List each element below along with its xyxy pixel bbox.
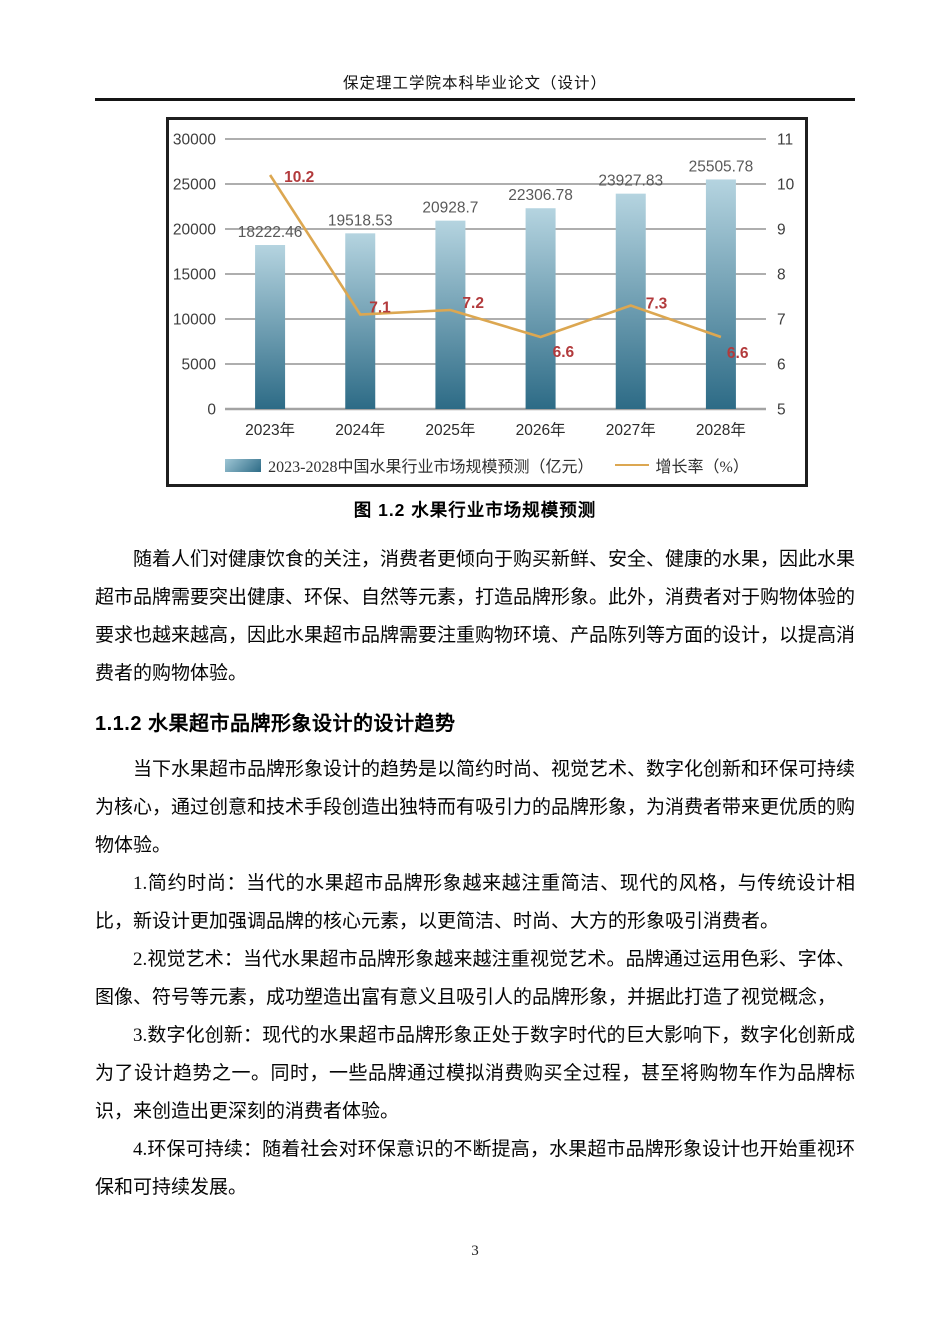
- legend-line-swatch: [614, 464, 649, 466]
- bar-value-label: 23927.83: [598, 173, 663, 190]
- bar-2028年: [705, 179, 736, 409]
- growth-value-label: 7.1: [369, 300, 391, 317]
- bar-2025年: [435, 220, 466, 409]
- bar-value-label: 18222.46: [238, 224, 303, 241]
- right-axis-tick: 6: [777, 357, 786, 374]
- growth-value-label: 7.3: [646, 296, 668, 313]
- body-text: 随着人们对健康饮食的关注，消费者更倾向于购买新鲜、安全、健康的水果，因此水果超市…: [95, 531, 855, 1207]
- body-paragraph-item-2: 2.视觉艺术：当代水果超市品牌形象越来越注重视觉艺术。品牌通过运用色彩、字体、图…: [95, 949, 855, 1008]
- x-axis-label: 2028年: [696, 421, 746, 439]
- right-axis-tick: 9: [777, 222, 786, 239]
- document-header-title: 保定理工学院本科毕业论文（设计）: [342, 75, 607, 92]
- page-number: 3: [471, 1243, 479, 1259]
- section-heading-1-1-2: 1.1.2 水果超市品牌形象设计的设计趋势: [95, 713, 456, 735]
- growth-value-label: 10.2: [284, 169, 314, 186]
- body-paragraph-item-3: 3.数字化创新：现代的水果超市品牌形象正处于数字时代的巨大影响下，数字化创新成为…: [95, 1025, 855, 1122]
- body-paragraph-item-1: 1.简约时尚：当代的水果超市品牌形象越来越注重简洁、现代的风格，与传统设计相比，…: [95, 873, 855, 932]
- bar-value-label: 25505.78: [689, 158, 754, 175]
- right-axis-tick: 11: [777, 132, 793, 149]
- bar-2024年: [345, 233, 376, 409]
- body-paragraph-intro: 随着人们对健康饮食的关注，消费者更倾向于购买新鲜、安全、健康的水果，因此水果超市…: [95, 549, 856, 684]
- bar-value-label: 19518.53: [328, 212, 393, 229]
- left-axis-tick: 15000: [173, 267, 216, 284]
- growth-value-label: 6.6: [727, 345, 749, 362]
- x-axis-label: 2026年: [516, 421, 566, 439]
- bar-2027年: [615, 193, 646, 409]
- x-axis-label: 2024年: [335, 421, 385, 439]
- x-axis-label: 2027年: [606, 421, 656, 439]
- legend-bar-label: 2023-2028中国水果行业市场规模预测（亿元）: [268, 459, 594, 476]
- left-axis-tick: 5000: [182, 357, 217, 374]
- right-axis-tick: 8: [777, 267, 786, 284]
- left-axis-tick: 20000: [173, 222, 216, 239]
- x-axis-label: 2025年: [425, 421, 475, 439]
- left-axis-tick: 0: [207, 402, 216, 419]
- figure-caption: 图 1.2 水果行业市场规模预测: [353, 500, 597, 520]
- bar-2026年: [525, 208, 556, 409]
- market-forecast-figure: 30000 11 25000 10 20000 9 15000 8 10000 7 5000 6 0 5 1…: [166, 117, 808, 487]
- bar-value-label: 22306.78: [508, 187, 573, 204]
- body-paragraph-item-4: 4.环保可持续：随着社会对环保意识的不断提高，水果超市品牌形象设计也开始重视环保…: [95, 1139, 855, 1198]
- growth-value-label: 7.2: [462, 295, 484, 312]
- legend-line-label: 增长率（%）: [655, 459, 749, 476]
- right-axis-tick: 5: [777, 402, 786, 419]
- chart-canvas: 30000 11 25000 10 20000 9 15000 8 10000 7 5000 6 0 5 1…: [173, 132, 795, 440]
- right-axis-tick: 10: [777, 177, 795, 194]
- growth-line: [268, 174, 722, 339]
- legend-bar-swatch: [225, 458, 262, 472]
- chart-legend: 2023-2028中国水果行业市场规模预测（亿元） 增长率（%）: [169, 448, 805, 482]
- left-axis-tick: 10000: [173, 312, 216, 329]
- right-axis-tick: 7: [777, 312, 786, 329]
- bar-2023年: [255, 244, 286, 409]
- growth-value-label: 6.6: [553, 344, 575, 361]
- body-paragraph-trend-intro: 当下水果超市品牌形象设计的趋势是以简约时尚、视觉艺术、数字化创新和环保可持续为核…: [95, 759, 856, 856]
- x-axis-label: 2023年: [245, 421, 295, 439]
- header-divider: [95, 98, 855, 101]
- left-axis-tick: 25000: [173, 177, 216, 194]
- bar-value-label: 20928.7: [422, 200, 478, 217]
- left-axis-tick: 30000: [173, 132, 216, 149]
